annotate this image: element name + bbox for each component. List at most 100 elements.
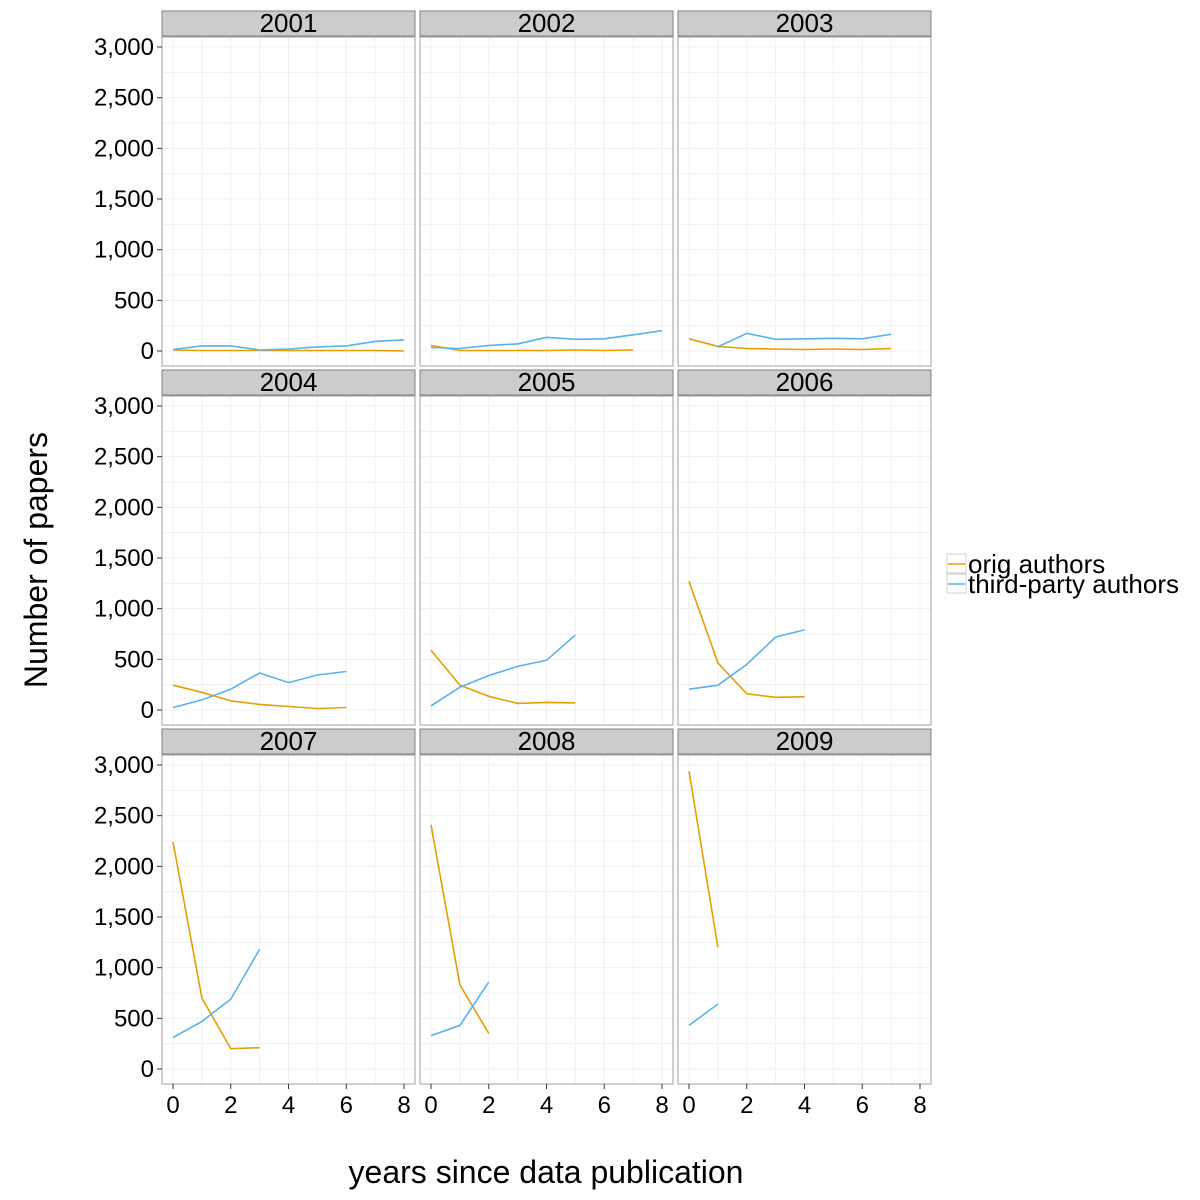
y-tick-label: 0 [141, 697, 154, 724]
x-tick-label: 8 [397, 1092, 410, 1119]
strip-label: 2005 [518, 367, 576, 397]
x-tick-label: 4 [798, 1092, 811, 1119]
strip-background [161, 369, 416, 396]
series-line-orig-authors [430, 824, 490, 1034]
strip-background [677, 369, 932, 396]
x-axis-title: years since data publication [349, 1154, 744, 1190]
series-line-orig-authors [172, 684, 347, 710]
x-tick-label: 0 [682, 1092, 695, 1119]
strip-background [419, 10, 674, 37]
series-line-third-party-authors [688, 1003, 719, 1027]
strip-label: 2008 [518, 726, 576, 756]
series-line-third-party-authors [717, 332, 892, 348]
y-tick-label: 2,000 [94, 135, 154, 162]
strip-background [677, 10, 932, 37]
y-axis-ticks: 0 500 1,000 1,500 2,000 2,500 3,000 0 500 1,000 1,… [94, 34, 162, 1083]
gridlines [420, 37, 673, 366]
series-line-orig-authors [688, 338, 892, 351]
panel-2006: 2006 [677, 367, 932, 726]
x-tick-label: 2 [740, 1092, 753, 1119]
x-tick-label: 6 [340, 1092, 353, 1119]
gridlines [420, 755, 673, 1084]
y-tick-label: 1,000 [94, 955, 154, 982]
panel-border [677, 395, 932, 726]
gridlines [162, 755, 415, 1084]
legend-item: orig authors [946, 549, 1105, 579]
series-line-third-party-authors [688, 629, 805, 690]
x-tick-label: 6 [856, 1092, 869, 1119]
strip-label: 2007 [260, 726, 318, 756]
y-tick-label: 2,000 [94, 494, 154, 521]
series-line-orig-authors [172, 349, 405, 352]
y-tick-label: 2,000 [94, 853, 154, 880]
x-tick-label: 4 [282, 1092, 295, 1119]
strip-background [161, 10, 416, 37]
x-tick-label: 6 [598, 1092, 611, 1119]
series-line-third-party-authors [430, 329, 663, 350]
panel-border [161, 36, 416, 367]
panel-2004: 2004 [161, 367, 416, 726]
y-tick-label: 0 [141, 338, 154, 365]
series-line-third-party-authors [172, 670, 347, 709]
y-tick-label: 1,000 [94, 596, 154, 623]
series-line-orig-authors [688, 770, 719, 948]
gridlines [678, 755, 931, 1084]
series-line-orig-authors [172, 841, 260, 1050]
x-tick-label: 2 [224, 1092, 237, 1119]
x-tick-label: 0 [166, 1092, 179, 1119]
legend-label: orig authors [968, 549, 1105, 579]
y-axis-title: Number of papers [18, 432, 54, 688]
y-tick-label: 2,500 [94, 803, 154, 830]
x-tick-label: 0 [424, 1092, 437, 1119]
strip-background [419, 728, 674, 755]
series-line-orig-authors [430, 344, 634, 352]
y-tick-label: 2,500 [94, 85, 154, 112]
strip-label: 2009 [776, 726, 834, 756]
y-tick-label: 500 [114, 287, 154, 314]
panel-2001: 2001 [161, 8, 416, 367]
strip-background [419, 369, 674, 396]
strip-background [161, 728, 416, 755]
strip-label: 2006 [776, 367, 834, 397]
y-tick-label: 1,000 [94, 237, 154, 264]
panel-2003: 2003 [677, 8, 932, 367]
strip-background [677, 728, 932, 755]
legend-label: third-party authors [968, 569, 1179, 599]
y-tick-label: 1,500 [94, 904, 154, 931]
panel-2002: 2002 [419, 8, 674, 367]
strip-label: 2004 [260, 367, 318, 397]
y-tick-label: 2,500 [94, 444, 154, 471]
y-tick-label: 500 [114, 1005, 154, 1032]
series-line-orig-authors [430, 649, 576, 705]
x-tick-label: 4 [540, 1092, 553, 1119]
panel-2009: 2009 [677, 726, 932, 1085]
y-tick-label: 500 [114, 646, 154, 673]
series-line-third-party-authors [172, 339, 405, 351]
gridlines [678, 396, 931, 725]
panel-border [677, 36, 932, 367]
strip-label: 2002 [518, 8, 576, 38]
series-line-third-party-authors [430, 981, 490, 1037]
y-tick-label: 0 [141, 1056, 154, 1083]
series-line-third-party-authors [430, 634, 576, 707]
panel-border [161, 395, 416, 726]
y-tick-label: 3,000 [94, 393, 154, 420]
panel-border [419, 36, 674, 367]
y-tick-label: 1,500 [94, 186, 154, 213]
gridlines [162, 37, 415, 366]
panel-2008: 2008 [419, 726, 674, 1085]
series-line-orig-authors [688, 581, 805, 699]
strip-label: 2001 [260, 8, 318, 38]
x-tick-label: 8 [913, 1092, 926, 1119]
x-tick-label: 2 [482, 1092, 495, 1119]
panel-2005: 2005 [419, 367, 674, 726]
panel-2007: 2007 [161, 726, 416, 1085]
legend-item: third-party authors [946, 569, 1179, 599]
panel-border [419, 395, 674, 726]
panels: 2001 2002 2003 2004 2005 2006 2007 2008 2009 [161, 8, 932, 1085]
y-tick-label: 1,500 [94, 545, 154, 572]
gridlines [162, 396, 415, 725]
